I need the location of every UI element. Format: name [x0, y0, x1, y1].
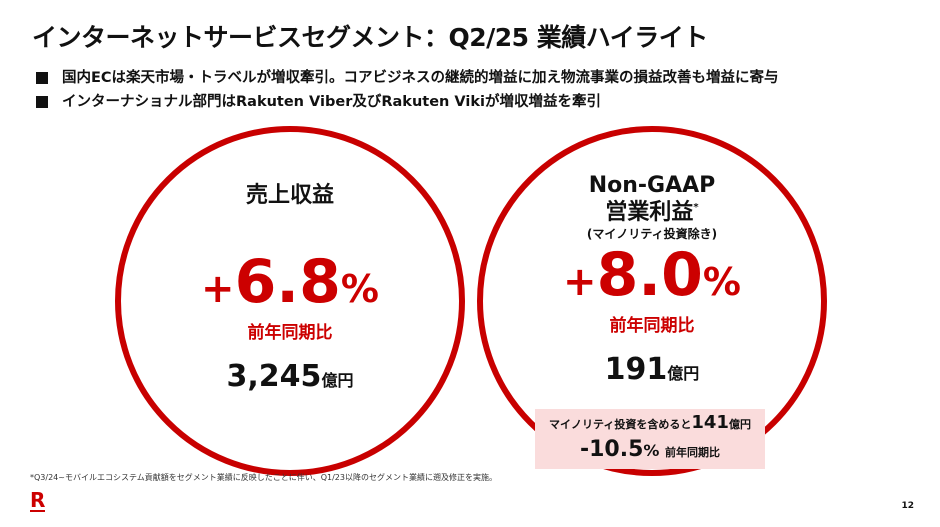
revenue-amount: 3,245億円 [227, 358, 354, 400]
note-text: マイノリティ投資を含めると [549, 418, 692, 431]
note-growth: -10.5 [579, 437, 644, 462]
bullet-text: 国内ECは楽天市場・トラベルが増収牽引。コアビジネスの継続的増益に加え物流事業の… [62, 70, 779, 86]
percent: % [340, 267, 379, 311]
op-amount: 191億円 [605, 351, 700, 393]
growth-value: 6.8 [234, 247, 341, 317]
revenue-growth: +6.8% [201, 249, 379, 322]
note-amount: 141 [691, 412, 729, 433]
note-percent: % [643, 441, 660, 460]
op-label-line2: 営業利益* [605, 199, 698, 226]
note-unit: 億円 [728, 418, 751, 431]
page-number: 12 [901, 501, 914, 511]
rakuten-logo: R [30, 488, 46, 512]
square-bullet-icon [36, 72, 48, 84]
square-bullet-icon [36, 96, 48, 108]
percent: % [702, 260, 741, 304]
bullet-text: インターナショナル部門はRakuten Viber及びRakuten Vikiが… [62, 94, 601, 110]
bullet-item: 国内ECは楽天市場・トラベルが増収牽引。コアビジネスの継続的増益に加え物流事業の… [36, 66, 779, 90]
revenue-circle: 売上収益 +6.8% 前年同期比 3,245億円 [115, 126, 465, 476]
growth-value: 8.0 [596, 240, 703, 310]
yoy-label: 前年同期比 [609, 316, 695, 336]
bullet-item: インターナショナル部門はRakuten Viber及びRakuten Vikiが… [36, 90, 779, 114]
amount-unit: 億円 [667, 364, 700, 383]
note-line1: マイノリティ投資を含めると141億円 [535, 412, 765, 436]
yoy-label: 前年同期比 [247, 323, 333, 343]
revenue-label: 売上収益 [245, 183, 334, 208]
op-label-line1: Non-GAAP [588, 173, 716, 198]
minority-note-box: マイノリティ投資を含めると141億円 -10.5% 前年同期比 [535, 409, 765, 469]
sign: + [563, 259, 597, 305]
operating-income-circle: Non-GAAP 営業利益* (マイノリティ投資除き) +8.0% 前年同期比 … [477, 126, 827, 476]
bullet-list: 国内ECは楽天市場・トラベルが増収牽引。コアビジネスの継続的増益に加え物流事業の… [36, 66, 779, 114]
amount-value: 191 [604, 352, 668, 387]
footnote: *Q3/24~モバイルエコシステム貢献額をセグメント業績に反映したことに伴い、Q… [30, 473, 497, 482]
sign: + [201, 266, 235, 312]
amount-unit: 億円 [321, 371, 354, 390]
asterisk: * [693, 202, 699, 213]
page-title: インターネットサービスセグメント：Q2/25 業績ハイライト [32, 23, 708, 52]
op-sublabel: (マイノリティ投資除き) [586, 227, 718, 241]
note-yoy: 前年同期比 [665, 446, 721, 459]
op-label-text: 営業利益 [605, 200, 694, 225]
note-line2: -10.5% 前年同期比 [535, 436, 765, 467]
op-growth: +8.0% [563, 242, 741, 315]
amount-value: 3,245 [226, 359, 322, 394]
